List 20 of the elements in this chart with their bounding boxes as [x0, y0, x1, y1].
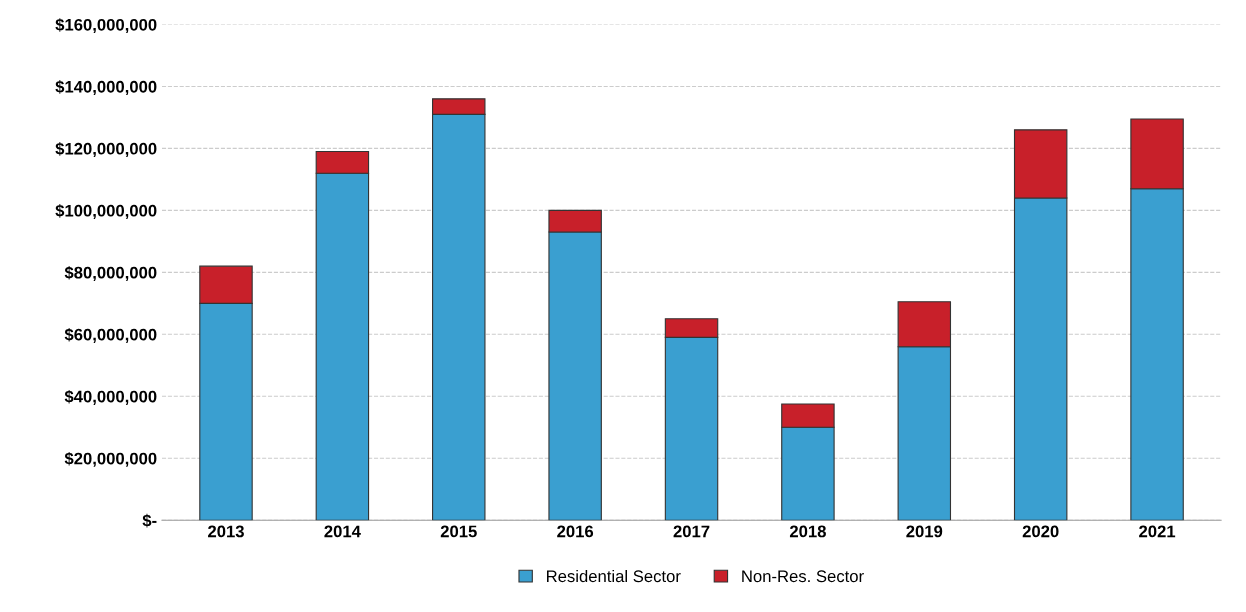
y-tick-label: $20,000,000: [64, 451, 157, 467]
x-tick-label: 2016: [557, 525, 594, 538]
legend-label: Non-Res. Sector: [742, 570, 864, 583]
x-tick-label: 2017: [673, 525, 710, 538]
x-tick-label: 2019: [906, 525, 943, 538]
y-tick-label: $160,000,000: [55, 18, 157, 34]
y-tick-label: $80,000,000: [64, 266, 157, 281]
y-tick-label: $140,000,000: [55, 80, 157, 96]
x-tick-label: 2013: [208, 525, 244, 538]
y-tick-label: $60,000,000: [64, 327, 157, 343]
x-tick-label: 2020: [1022, 525, 1059, 538]
legend-label: Residential Sector: [547, 569, 681, 583]
y-tick-label: $100,000,000: [55, 204, 157, 219]
y-tick-label: $-: [142, 513, 157, 528]
x-tick-label: 2021: [1139, 525, 1176, 538]
y-tick-label: $40,000,000: [64, 389, 157, 405]
x-tick-label: 2014: [324, 525, 361, 538]
x-tick-label: 2015: [440, 525, 477, 538]
y-tick-label: $120,000,000: [55, 142, 157, 158]
x-tick-label: 2018: [789, 525, 826, 538]
